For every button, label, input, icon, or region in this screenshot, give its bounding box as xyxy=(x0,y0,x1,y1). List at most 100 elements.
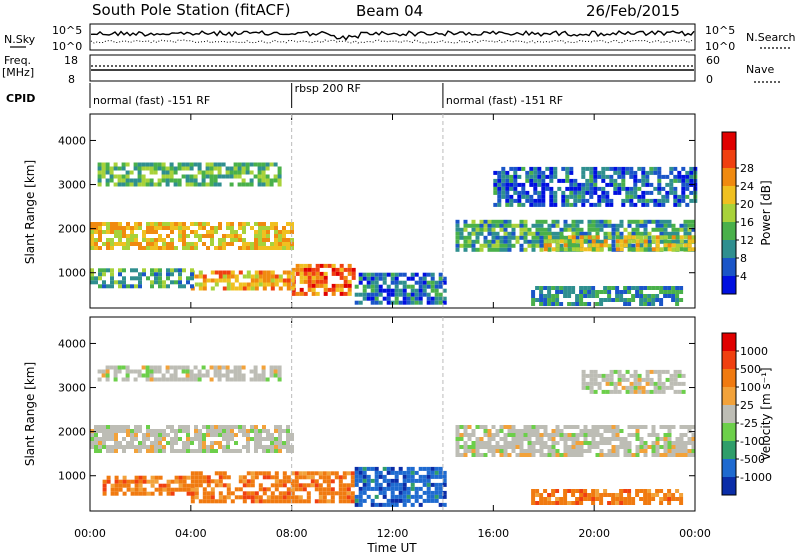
data-cell xyxy=(402,470,407,475)
data-cell xyxy=(667,449,672,453)
data-cell xyxy=(463,239,468,244)
data-cell xyxy=(491,449,496,453)
data-cell xyxy=(575,433,580,437)
data-cell xyxy=(362,292,367,297)
data-cell xyxy=(382,466,387,471)
data-cell xyxy=(189,377,194,382)
data-cell xyxy=(106,284,110,289)
data-cell xyxy=(274,242,278,246)
data-cell xyxy=(597,373,602,378)
data-cell xyxy=(402,486,407,491)
data-cell xyxy=(262,499,267,504)
data-cell xyxy=(679,235,684,240)
data-cell xyxy=(675,437,680,441)
data-cell xyxy=(118,284,122,289)
data-cell xyxy=(218,479,223,484)
data-cell xyxy=(282,445,286,449)
data-cell xyxy=(315,267,320,272)
data-cell xyxy=(501,182,506,187)
data-cell xyxy=(299,287,304,292)
data-cell xyxy=(339,267,344,272)
data-cell xyxy=(138,276,142,281)
data-cell xyxy=(505,170,510,175)
data-cell xyxy=(649,170,654,175)
data-cell xyxy=(322,487,327,492)
data-cell xyxy=(671,247,676,252)
data-cell xyxy=(278,274,283,279)
data-cell xyxy=(138,280,142,285)
data-cell xyxy=(362,284,367,289)
data-cell xyxy=(250,437,254,441)
data-cell xyxy=(641,174,646,179)
data-cell xyxy=(374,288,379,293)
data-cell xyxy=(675,235,680,240)
data-cell xyxy=(262,270,267,275)
data-cell xyxy=(370,272,375,277)
data-cell xyxy=(523,429,528,433)
data-cell xyxy=(338,487,343,492)
data-cell xyxy=(537,166,542,171)
data-cell xyxy=(645,377,650,382)
data-cell xyxy=(406,486,411,491)
data-cell xyxy=(581,166,586,171)
data-cell xyxy=(581,381,586,386)
data-cell xyxy=(605,202,610,207)
data-cell xyxy=(273,178,278,183)
data-cell xyxy=(589,385,594,390)
data-cell xyxy=(549,198,554,203)
data-cell xyxy=(430,296,435,301)
data-cell xyxy=(611,239,616,244)
data-cell xyxy=(507,231,512,236)
data-cell xyxy=(410,300,415,305)
data-cell xyxy=(173,166,178,171)
data-cell xyxy=(118,230,122,234)
data-cell xyxy=(635,445,640,449)
data-cell xyxy=(90,222,94,226)
data-cell xyxy=(138,425,142,429)
data-cell xyxy=(394,486,399,491)
data-cell xyxy=(226,449,230,453)
data-cell xyxy=(266,487,271,492)
data-cell xyxy=(270,270,275,275)
data-cell xyxy=(539,227,544,232)
data-cell xyxy=(615,227,620,232)
data-cell xyxy=(615,449,620,453)
data-cell xyxy=(579,497,584,501)
data-cell xyxy=(631,231,636,236)
colorbar-swatch xyxy=(722,369,736,387)
data-cell xyxy=(290,433,294,437)
data-cell xyxy=(651,441,656,445)
data-cell xyxy=(213,178,218,183)
data-cell xyxy=(633,178,638,183)
data-cell xyxy=(609,369,614,374)
data-cell xyxy=(286,499,291,504)
data-cell xyxy=(651,239,656,244)
data-cell xyxy=(258,242,262,246)
data-cell xyxy=(503,247,508,252)
data-cell xyxy=(603,239,608,244)
data-cell xyxy=(382,478,387,483)
data-cell xyxy=(209,178,214,183)
data-cell xyxy=(589,182,594,187)
data-cell xyxy=(154,445,158,449)
data-cell xyxy=(537,182,542,187)
data-cell xyxy=(205,162,210,167)
data-cell xyxy=(386,486,391,491)
data-cell xyxy=(406,490,411,495)
data-cell xyxy=(273,162,278,167)
data-cell xyxy=(202,242,206,246)
data-cell xyxy=(234,487,239,492)
beam-title: Beam 04 xyxy=(356,2,423,20)
data-cell xyxy=(611,425,616,429)
data-cell xyxy=(134,242,138,246)
data-cell xyxy=(94,449,98,453)
data-cell xyxy=(499,437,504,441)
data-cell xyxy=(177,178,182,183)
data-cell xyxy=(629,202,634,207)
data-cell xyxy=(517,198,522,203)
data-cell xyxy=(230,437,234,441)
data-cell xyxy=(547,497,552,501)
data-cell xyxy=(154,268,158,273)
data-cell xyxy=(274,222,278,226)
data-cell xyxy=(278,230,282,234)
